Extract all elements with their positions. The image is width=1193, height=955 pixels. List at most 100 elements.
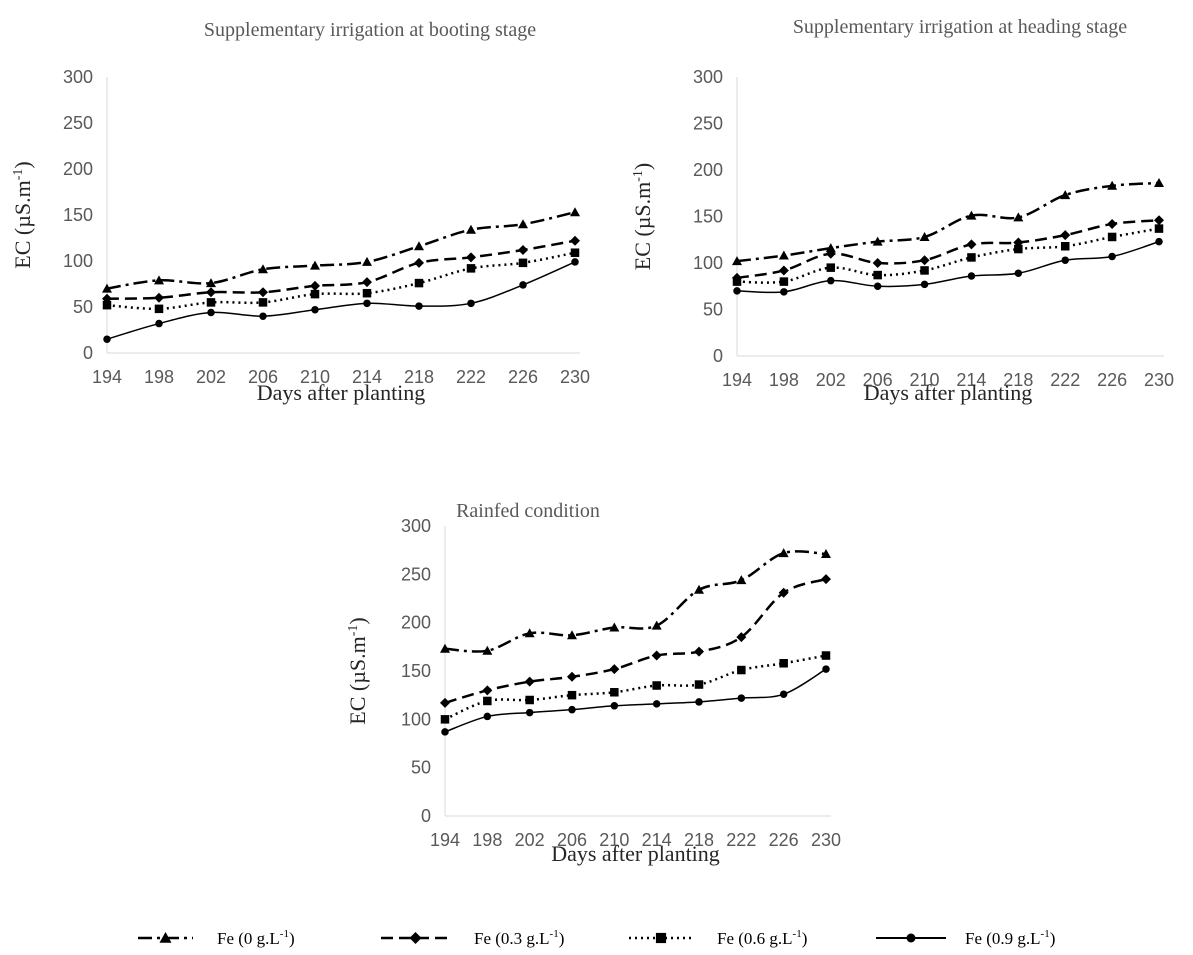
y-tick-label: 250 [401,564,431,584]
data-point [966,210,977,220]
series-line [444,668,827,733]
x-tick-label: 210 [599,830,629,850]
x-tick-label: 202 [196,367,226,387]
x-tick-label: 202 [816,370,846,390]
data-point [1154,224,1164,233]
data-point [1107,180,1118,190]
legend-marker [906,933,916,943]
y-tick-label: 150 [63,205,93,225]
data-point [966,239,977,250]
data-point [518,258,528,268]
data-point [609,664,620,675]
series-line [444,550,827,653]
data-point [414,278,424,288]
data-point [567,630,577,640]
data-point [920,280,929,289]
data-point [467,299,475,308]
x-tick-label: 202 [515,830,545,850]
x-tick-label: 222 [726,830,756,850]
data-point [780,288,788,296]
chart-1: Supplementary irrigation at booting stag… [10,19,590,405]
series-line [736,227,1160,284]
data-point [825,248,836,259]
y-tick-label: 200 [693,160,723,180]
x-tick-label: 210 [300,367,330,387]
series-3 [102,248,580,314]
data-point [414,241,424,251]
data-point [206,278,216,288]
x-tick-label: 222 [456,367,486,387]
x-tick-label: 230 [1144,370,1174,390]
data-point [736,575,747,585]
data-point [571,258,579,266]
data-point [415,302,423,310]
data-point [1107,232,1117,242]
series-line [736,218,1160,280]
data-point [414,257,424,268]
data-point [651,650,662,661]
y-tick-label: 100 [693,253,723,273]
series-line [106,211,576,290]
series-4 [441,665,830,736]
y-tick-label: 50 [411,758,431,778]
chart-2: Supplementary irrigation at heading stag… [630,16,1174,405]
data-point [258,264,268,274]
data-point [154,304,164,314]
x-tick-label: 226 [508,367,538,387]
legend-item-4: Fe (0.9 g.L-1) [876,928,1055,948]
data-point [919,231,930,241]
y-axis-label: EC (µS.m-1) [345,617,370,724]
data-point [1061,256,1069,264]
x-tick-label: 198 [769,370,799,390]
data-point [483,696,492,706]
y-tick-label: 150 [693,207,723,227]
data-point [525,708,534,717]
series-2 [732,215,1164,283]
data-point [568,705,576,714]
x-axis-label: Days after planting [257,380,426,405]
data-point [440,697,450,708]
series-line [106,239,576,300]
data-point [466,224,476,234]
series-4 [103,258,579,343]
data-point [736,632,747,643]
data-point [821,574,831,585]
data-point [525,695,534,705]
x-tick-label: 218 [404,367,434,387]
data-point [732,256,742,266]
data-point [1155,237,1163,246]
chart-title: Supplementary irrigation at heading stag… [793,16,1127,38]
data-point [1060,190,1071,200]
data-point [872,236,883,246]
x-axis-label: Days after planting [864,380,1033,405]
data-point [310,280,320,291]
data-point [778,265,789,276]
data-point [524,676,535,687]
series-line [444,577,827,705]
x-tick-label: 214 [642,830,672,850]
data-point [694,646,704,657]
x-tick-label: 194 [722,370,752,390]
data-point [779,690,788,698]
data-point [570,235,580,246]
series-line [106,261,576,340]
data-point [652,681,661,690]
data-point [440,715,450,724]
data-point [609,622,620,632]
data-point [570,248,580,257]
series-1 [440,548,831,655]
x-tick-label: 214 [956,370,986,390]
data-point [155,319,163,328]
data-point [872,258,883,268]
legend-item-3: Fe (0.6 g.L-1) [629,928,807,948]
data-point [310,260,320,270]
x-tick-label: 206 [863,370,893,390]
data-point [483,712,492,721]
data-point [363,299,371,308]
x-tick-label: 194 [430,830,460,850]
data-point [822,665,830,673]
data-point [1108,252,1116,261]
chart-3: Rainfed condition 0 50 100 150 200 250 300 194 19… [345,500,841,866]
data-point [967,272,976,280]
